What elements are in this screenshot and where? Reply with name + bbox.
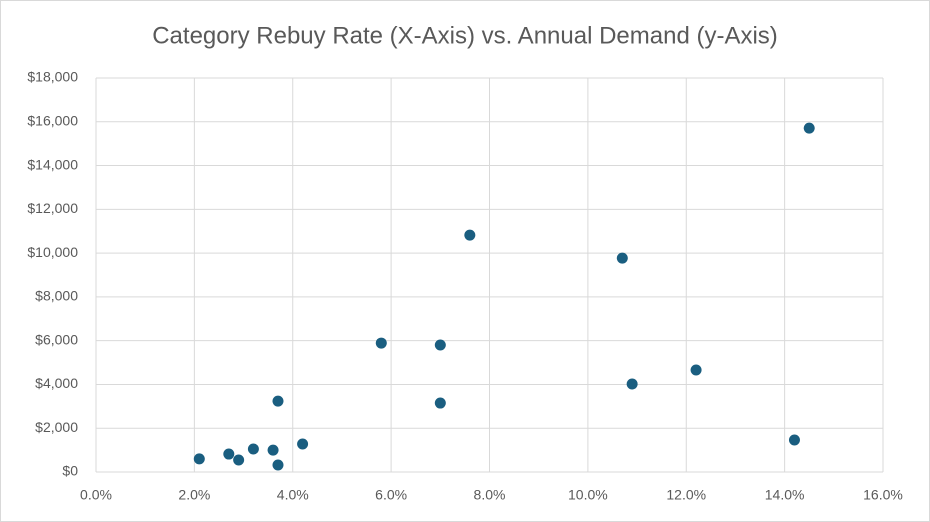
y-tick-label: $6,000 (35, 331, 78, 347)
point (193, 453, 205, 465)
point (233, 454, 245, 466)
x-tick-label: 2.0% (178, 487, 210, 503)
y-tick-label: $4,000 (35, 375, 78, 391)
point (267, 444, 279, 456)
point (616, 252, 628, 264)
x-tick-label: 0.0% (80, 487, 112, 503)
point (434, 397, 446, 409)
point (788, 434, 800, 446)
point (803, 122, 815, 134)
y-tick-label: $12,000 (27, 200, 78, 216)
y-tick-label: $16,000 (27, 112, 78, 128)
point (272, 459, 284, 471)
point (223, 448, 235, 460)
y-tick-label: $14,000 (27, 156, 78, 172)
point (247, 443, 259, 455)
x-tick-label: 4.0% (277, 487, 309, 503)
chart-title: Category Rebuy Rate (X-Axis) vs. Annual … (152, 22, 778, 49)
y-tick-label: $8,000 (35, 288, 78, 304)
x-tick-label: 16.0% (863, 487, 903, 503)
x-tick-label: 10.0% (568, 487, 608, 503)
y-tick-label: $2,000 (35, 419, 78, 435)
point (626, 378, 638, 390)
x-tick-label: 12.0% (666, 487, 706, 503)
point (434, 339, 446, 351)
point (375, 337, 387, 349)
x-tick-label: 14.0% (765, 487, 805, 503)
point (297, 438, 309, 450)
point (464, 229, 476, 241)
x-tick-label: 8.0% (474, 487, 506, 503)
x-tick-label: 6.0% (375, 487, 407, 503)
y-tick-label: $0 (62, 463, 78, 479)
y-tick-label: $18,000 (27, 69, 78, 85)
point (272, 395, 284, 407)
point (690, 364, 702, 376)
y-tick-label: $10,000 (27, 244, 78, 260)
